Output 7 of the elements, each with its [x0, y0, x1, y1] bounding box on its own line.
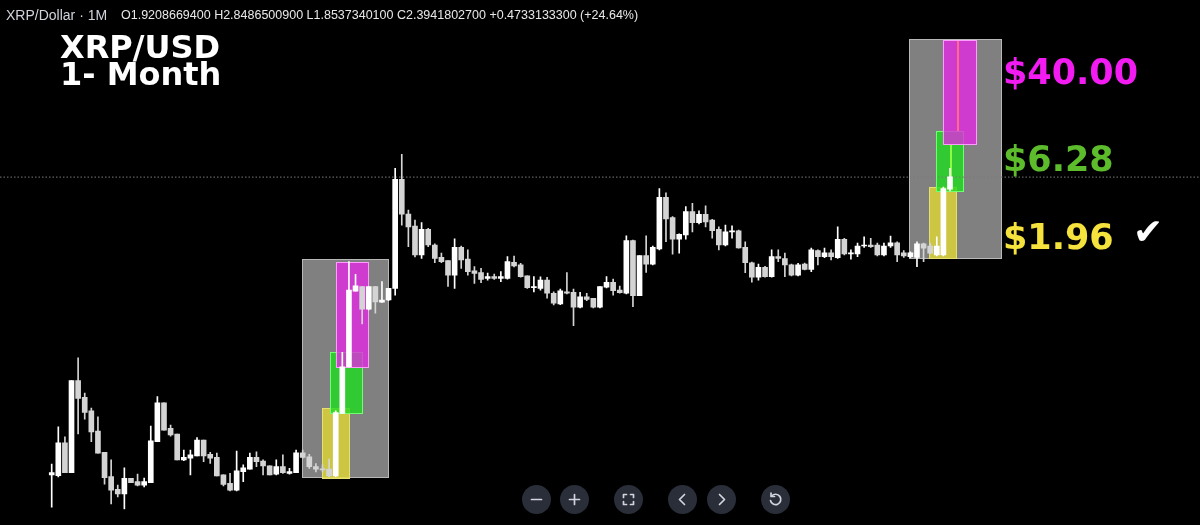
candlestick: [643, 235, 649, 273]
text: XRP/Dollar · 1M: [6, 7, 108, 23]
text: $6.28: [1003, 139, 1114, 179]
text: $40.00: [1003, 52, 1139, 92]
text: O1.9208669400 H2.8486500900 L1.8537340100 C2.3941802700 +0.4733133300 (+24.64%): [121, 8, 639, 22]
text: $1.96: [1003, 217, 1114, 257]
text: ✔: [1133, 211, 1164, 252]
